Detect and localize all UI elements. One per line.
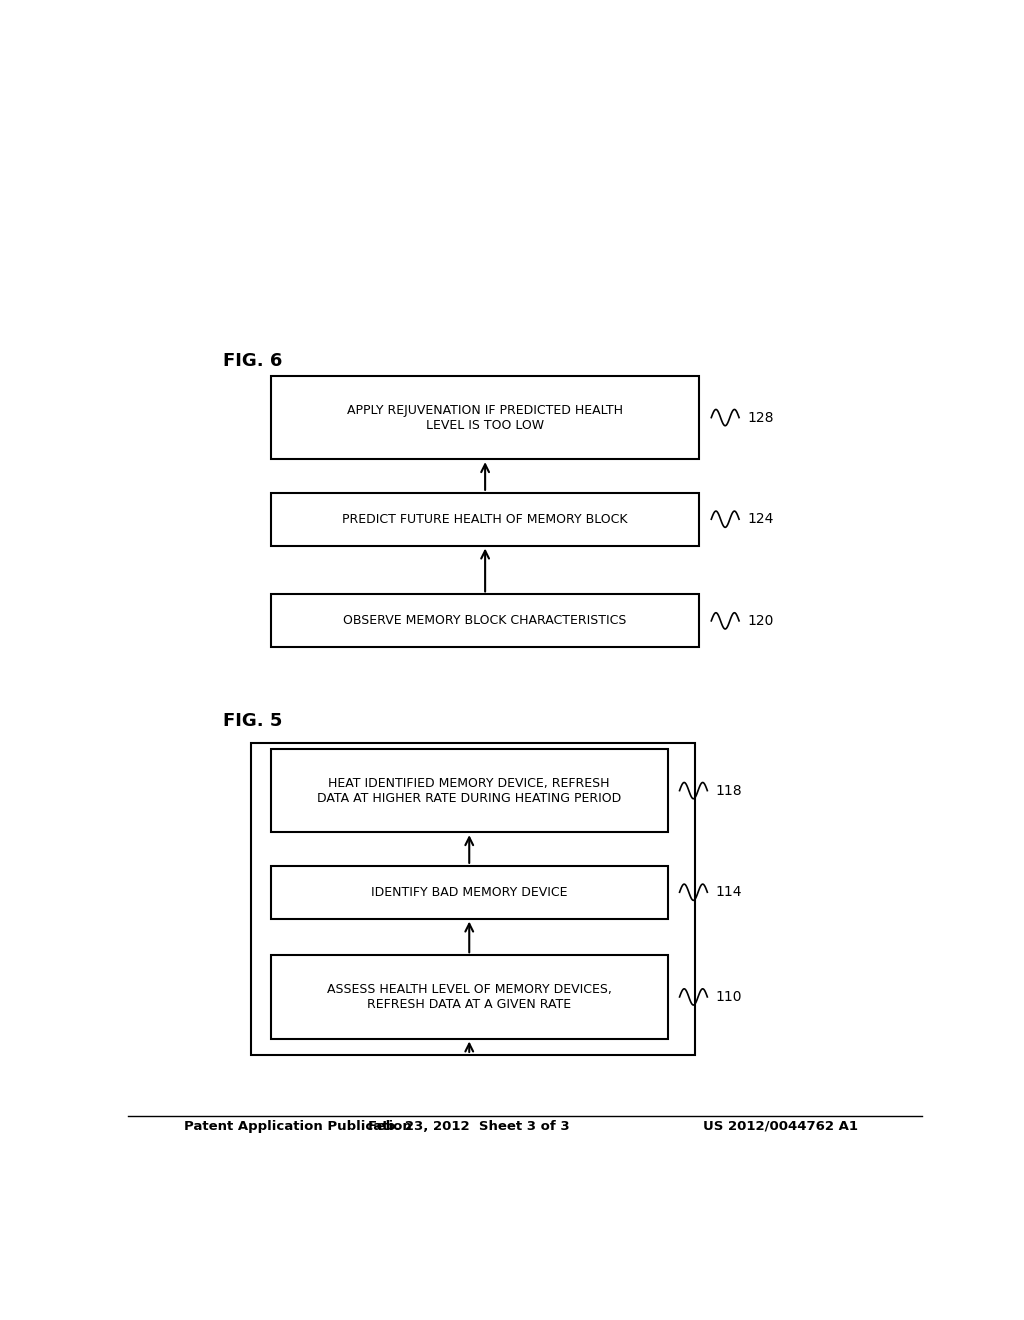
Text: Patent Application Publication: Patent Application Publication: [183, 1119, 412, 1133]
Text: IDENTIFY BAD MEMORY DEVICE: IDENTIFY BAD MEMORY DEVICE: [371, 886, 567, 899]
Text: US 2012/0044762 A1: US 2012/0044762 A1: [703, 1119, 858, 1133]
Bar: [251, 743, 695, 1055]
Text: 110: 110: [715, 990, 741, 1005]
Bar: [270, 956, 668, 1039]
Bar: [270, 748, 668, 833]
Text: FIG. 5: FIG. 5: [223, 713, 283, 730]
Text: 118: 118: [715, 784, 742, 797]
Text: 120: 120: [748, 614, 773, 628]
Text: 124: 124: [748, 512, 773, 527]
Bar: [270, 594, 699, 647]
Text: Feb. 23, 2012  Sheet 3 of 3: Feb. 23, 2012 Sheet 3 of 3: [369, 1119, 570, 1133]
Bar: [270, 492, 699, 545]
Text: OBSERVE MEMORY BLOCK CHARACTERISTICS: OBSERVE MEMORY BLOCK CHARACTERISTICS: [343, 614, 627, 627]
Text: 114: 114: [715, 886, 741, 899]
Bar: [270, 866, 668, 919]
Text: ASSESS HEALTH LEVEL OF MEMORY DEVICES,
REFRESH DATA AT A GIVEN RATE: ASSESS HEALTH LEVEL OF MEMORY DEVICES, R…: [327, 983, 611, 1011]
Text: HEAT IDENTIFIED MEMORY DEVICE, REFRESH
DATA AT HIGHER RATE DURING HEATING PERIOD: HEAT IDENTIFIED MEMORY DEVICE, REFRESH D…: [317, 776, 622, 805]
Text: APPLY REJUVENATION IF PREDICTED HEALTH
LEVEL IS TOO LOW: APPLY REJUVENATION IF PREDICTED HEALTH L…: [347, 404, 624, 432]
Text: 128: 128: [748, 411, 773, 425]
Text: PREDICT FUTURE HEALTH OF MEMORY BLOCK: PREDICT FUTURE HEALTH OF MEMORY BLOCK: [342, 512, 628, 525]
Bar: [270, 376, 699, 459]
Text: FIG. 6: FIG. 6: [223, 351, 283, 370]
